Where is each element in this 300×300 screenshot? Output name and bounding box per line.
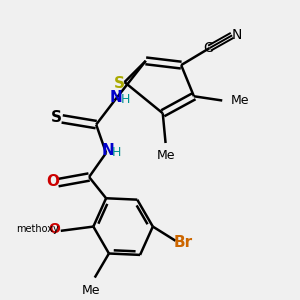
Text: methoxy: methoxy — [16, 224, 59, 234]
Text: Me: Me — [156, 149, 175, 162]
Text: S: S — [51, 110, 62, 125]
Text: S: S — [114, 76, 125, 91]
Text: N: N — [110, 90, 122, 105]
Text: N: N — [101, 142, 114, 158]
Text: O: O — [49, 222, 61, 236]
Text: H: H — [112, 146, 122, 159]
Text: H: H — [121, 93, 130, 106]
Text: Me: Me — [81, 284, 100, 297]
Text: O: O — [46, 174, 59, 189]
Text: Br: Br — [174, 235, 193, 250]
Text: Me: Me — [231, 94, 249, 107]
Text: C: C — [203, 40, 213, 55]
Text: N: N — [232, 28, 242, 42]
